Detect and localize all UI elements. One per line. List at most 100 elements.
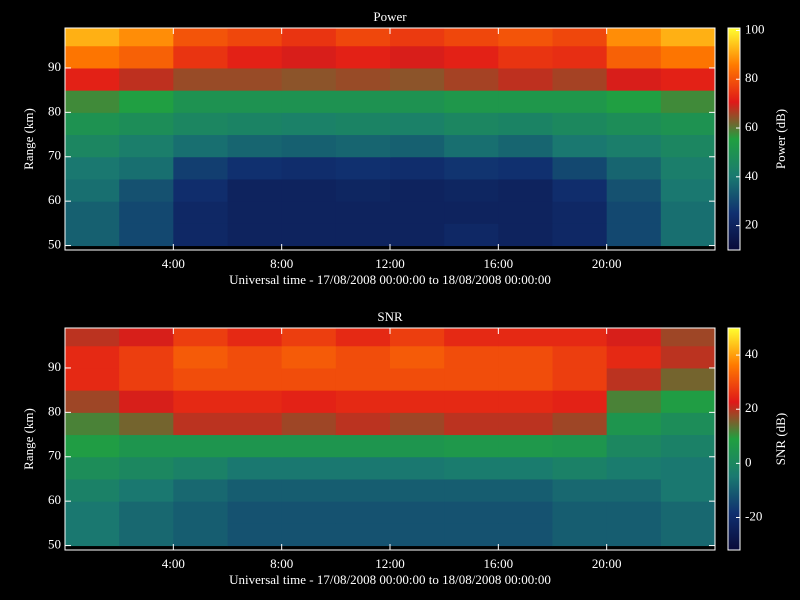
- heatmap-cell: [335, 523, 391, 547]
- heatmap-cell: [444, 178, 499, 202]
- heatmap-cell: [552, 28, 608, 47]
- heatmap-cell: [281, 412, 337, 436]
- heatmap-cell: [552, 134, 608, 158]
- heatmap-cell: [119, 456, 174, 480]
- heatmap-cell: [606, 328, 662, 347]
- heatmap-cell: [227, 412, 283, 436]
- heatmap-cell: [606, 434, 662, 458]
- heatmap-cell: [390, 112, 445, 136]
- heatmap-cell: [65, 501, 120, 524]
- heatmap-cell: [281, 201, 337, 224]
- heatmap-cell: [335, 345, 391, 369]
- heatmap-cell: [444, 501, 499, 524]
- x-tick-label: 20:00: [592, 256, 622, 271]
- heatmap-cell: [552, 523, 608, 547]
- heatmap-cell: [173, 501, 228, 524]
- heatmap-cell: [606, 456, 662, 480]
- heatmap-cell: [660, 112, 715, 136]
- heatmap-cell: [281, 523, 337, 547]
- heatmap-cell: [335, 456, 391, 480]
- heatmap-cell: [119, 201, 174, 224]
- y-tick-label: 50: [48, 237, 61, 252]
- heatmap-cell: [660, 223, 715, 247]
- heatmap-cell: [552, 345, 608, 369]
- heatmap-cell: [227, 456, 283, 480]
- heatmap-cell: [660, 328, 715, 347]
- heatmap-cell: [281, 134, 337, 158]
- y-axis-label: Range (km): [21, 108, 36, 170]
- colorbar-tick-label: 40: [745, 168, 758, 183]
- heatmap-cell: [65, 367, 120, 391]
- heatmap-cell: [281, 67, 337, 91]
- heatmap-cell: [606, 67, 662, 91]
- heatmap-cell: [552, 501, 608, 524]
- heatmap-cell: [65, 478, 120, 502]
- heatmap-cell: [606, 112, 662, 136]
- heatmap-cell: [390, 367, 445, 391]
- heatmap-cell: [606, 45, 662, 69]
- heatmap-cell: [173, 412, 228, 436]
- heatmap-cell: [119, 45, 174, 69]
- heatmap-cell: [227, 67, 283, 91]
- heatmap-cell: [660, 367, 715, 391]
- heatmap-cell: [119, 434, 174, 458]
- heatmap-cell: [281, 328, 337, 347]
- heatmap-cell: [390, 28, 445, 47]
- heatmap-cell: [552, 434, 608, 458]
- heatmap-cell: [606, 478, 662, 502]
- heatmap-cell: [444, 28, 499, 47]
- heatmap-cell: [227, 328, 283, 347]
- heatmap: [65, 328, 715, 547]
- heatmap-cell: [65, 434, 120, 458]
- heatmap-cell: [390, 434, 445, 458]
- heatmap-cell: [65, 134, 120, 158]
- heatmap-cell: [173, 434, 228, 458]
- heatmap-cell: [390, 156, 445, 180]
- heatmap-cell: [173, 45, 228, 69]
- heatmap-cell: [660, 412, 715, 436]
- heatmap-cell: [498, 523, 553, 547]
- heatmap-cell: [390, 456, 445, 480]
- heatmap-cell: [65, 390, 120, 413]
- heatmap-cell: [173, 345, 228, 369]
- heatmap-cell: [281, 345, 337, 369]
- heatmap-cell: [606, 156, 662, 180]
- heatmap-cell: [65, 45, 120, 69]
- heatmap-cell: [444, 367, 499, 391]
- heatmap-cell: [444, 112, 499, 136]
- heatmap-cell: [552, 328, 608, 347]
- heatmap-cell: [606, 28, 662, 47]
- heatmap-cell: [444, 328, 499, 347]
- heatmap-cell: [552, 390, 608, 413]
- heatmap-cell: [227, 134, 283, 158]
- heatmap-cell: [173, 523, 228, 547]
- x-tick-label: 12:00: [375, 556, 405, 571]
- heatmap-cell: [390, 67, 445, 91]
- heatmap-cell: [606, 523, 662, 547]
- heatmap-cell: [65, 412, 120, 436]
- heatmap-cell: [498, 112, 553, 136]
- heatmap-cell: [119, 112, 174, 136]
- heatmap-cell: [390, 478, 445, 502]
- heatmap-cell: [390, 390, 445, 413]
- heatmap-cell: [227, 112, 283, 136]
- y-tick-label: 80: [48, 103, 61, 118]
- heatmap-cell: [335, 501, 391, 524]
- heatmap-cell: [660, 67, 715, 91]
- heatmap-cell: [390, 90, 445, 113]
- heatmap-cell: [498, 178, 553, 202]
- y-tick-label: 70: [48, 148, 61, 163]
- heatmap-cell: [281, 45, 337, 69]
- heatmap-cell: [552, 90, 608, 113]
- heatmap-cell: [119, 134, 174, 158]
- heatmap-cell: [227, 45, 283, 69]
- y-tick-label: 50: [48, 537, 61, 552]
- heatmap-cell: [498, 434, 553, 458]
- heatmap-cell: [498, 134, 553, 158]
- heatmap-cell: [227, 223, 283, 247]
- heatmap-cell: [444, 345, 499, 369]
- heatmap-cell: [335, 201, 391, 224]
- heatmap-cell: [444, 156, 499, 180]
- heatmap-cell: [227, 201, 283, 224]
